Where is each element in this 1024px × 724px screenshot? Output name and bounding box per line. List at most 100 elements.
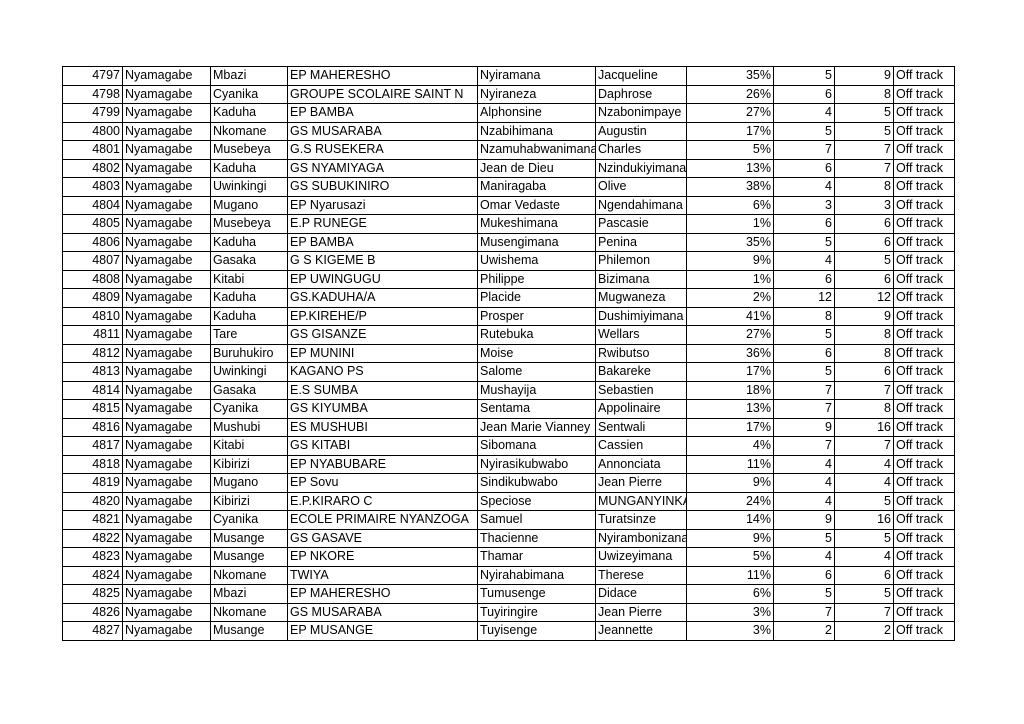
cell-row-id: 4810 xyxy=(62,306,123,326)
cell-school: GS NYAMIYAGA xyxy=(287,158,478,178)
cell-district: Nyamagabe xyxy=(122,325,211,345)
table-row: 4810 Nyamagabe Kaduha EP.KIREHE/P Prosper Dus… xyxy=(62,306,955,326)
cell-row-id: 4816 xyxy=(62,417,123,437)
cell-value-a: 9 xyxy=(773,510,835,530)
cell-row-id: 4811 xyxy=(62,325,123,345)
cell-row-id: 4805 xyxy=(62,214,123,234)
table-row: 4826 Nyamagabe Nkomane GS MUSARABA Tuyiringi… xyxy=(62,602,955,622)
cell-district: Nyamagabe xyxy=(122,436,211,456)
cell-percentage: 27% xyxy=(686,325,774,345)
cell-first-name: Nzabihimana xyxy=(477,121,596,141)
cell-last-name: Bakareke xyxy=(595,362,687,382)
table-row: 4809 Nyamagabe Kaduha GS.KADUHA/A Placide Mug… xyxy=(62,288,955,308)
cell-value-b: 6 xyxy=(834,214,894,234)
cell-last-name: Didace xyxy=(595,584,687,604)
cell-row-id: 4819 xyxy=(62,473,123,493)
cell-percentage: 18% xyxy=(686,380,774,400)
cell-school: EP.KIREHE/P xyxy=(287,306,478,326)
cell-value-b: 12 xyxy=(834,288,894,308)
cell-status: Off track xyxy=(893,214,955,234)
cell-sector: Kaduha xyxy=(210,232,288,252)
cell-row-id: 4825 xyxy=(62,584,123,604)
cell-district: Nyamagabe xyxy=(122,399,211,419)
cell-percentage: 35% xyxy=(686,66,774,86)
cell-district: Nyamagabe xyxy=(122,269,211,289)
cell-sector: Cyanika xyxy=(210,510,288,530)
cell-sector: Mushubi xyxy=(210,417,288,437)
cell-value-b: 8 xyxy=(834,177,894,197)
cell-first-name: Sindikubwabo xyxy=(477,473,596,493)
table-row: 4827 Nyamagabe Musange EP MUSANGE Tuyisenge J… xyxy=(62,621,955,641)
cell-sector: Buruhukiro xyxy=(210,343,288,363)
cell-status: Off track xyxy=(893,436,955,456)
cell-school: GS GASAVE xyxy=(287,528,478,548)
cell-last-name: Cassien xyxy=(595,436,687,456)
cell-percentage: 35% xyxy=(686,232,774,252)
table-row: 4801 Nyamagabe Musebeya G.S RUSEKERA Nzamuha… xyxy=(62,140,955,160)
cell-status: Off track xyxy=(893,417,955,437)
cell-first-name: Speciose xyxy=(477,491,596,511)
cell-district: Nyamagabe xyxy=(122,288,211,308)
cell-district: Nyamagabe xyxy=(122,473,211,493)
cell-district: Nyamagabe xyxy=(122,121,211,141)
cell-status: Off track xyxy=(893,399,955,419)
cell-last-name: Therese xyxy=(595,565,687,585)
cell-sector: Uwinkingi xyxy=(210,362,288,382)
data-table: 4797 Nyamagabe Mbazi EP MAHERESHO Nyiramana J… xyxy=(62,66,955,641)
table-row: 4825 Nyamagabe Mbazi EP MAHERESHO Tumusenge D… xyxy=(62,584,955,604)
cell-value-a: 7 xyxy=(773,380,835,400)
cell-district: Nyamagabe xyxy=(122,602,211,622)
cell-row-id: 4821 xyxy=(62,510,123,530)
cell-status: Off track xyxy=(893,269,955,289)
cell-value-a: 5 xyxy=(773,325,835,345)
cell-percentage: 5% xyxy=(686,547,774,567)
cell-value-b: 4 xyxy=(834,547,894,567)
table-row: 4817 Nyamagabe Kitabi GS KITABI Sibomana Cass… xyxy=(62,436,955,456)
cell-value-b: 8 xyxy=(834,325,894,345)
cell-value-a: 3 xyxy=(773,195,835,215)
table-row: 4816 Nyamagabe Mushubi ES MUSHUBI Jean Marie… xyxy=(62,417,955,437)
cell-school: EP BAMBA xyxy=(287,103,478,123)
cell-district: Nyamagabe xyxy=(122,214,211,234)
cell-last-name: Sebastien xyxy=(595,380,687,400)
cell-value-b: 6 xyxy=(834,269,894,289)
table-row: 4806 Nyamagabe Kaduha EP BAMBA Musengimana Pe… xyxy=(62,232,955,252)
cell-district: Nyamagabe xyxy=(122,510,211,530)
cell-first-name: Prosper xyxy=(477,306,596,326)
cell-district: Nyamagabe xyxy=(122,251,211,271)
cell-school: G S KIGEME B xyxy=(287,251,478,271)
table-row: 4807 Nyamagabe Gasaka G S KIGEME B Uwishema P… xyxy=(62,251,955,271)
cell-school: GS KITABI xyxy=(287,436,478,456)
cell-status: Off track xyxy=(893,362,955,382)
cell-percentage: 6% xyxy=(686,584,774,604)
cell-percentage: 13% xyxy=(686,399,774,419)
cell-school: TWIYA xyxy=(287,565,478,585)
cell-last-name: MUNGANYINKA xyxy=(595,491,687,511)
cell-last-name: Philemon xyxy=(595,251,687,271)
cell-first-name: Nyirahabimana xyxy=(477,565,596,585)
cell-first-name: Nyiramana xyxy=(477,66,596,86)
cell-status: Off track xyxy=(893,121,955,141)
table-body: 4797 Nyamagabe Mbazi EP MAHERESHO Nyiramana J… xyxy=(62,66,955,641)
cell-value-a: 5 xyxy=(773,121,835,141)
cell-status: Off track xyxy=(893,602,955,622)
table-row: 4799 Nyamagabe Kaduha EP BAMBA Alphonsine Nza… xyxy=(62,103,955,123)
cell-first-name: Thacienne xyxy=(477,528,596,548)
cell-status: Off track xyxy=(893,510,955,530)
cell-status: Off track xyxy=(893,177,955,197)
table-row: 4824 Nyamagabe Nkomane TWIYA Nyirahabimana Th… xyxy=(62,565,955,585)
table-row: 4815 Nyamagabe Cyanika GS KIYUMBA Sentama App… xyxy=(62,399,955,419)
cell-sector: Musebeya xyxy=(210,140,288,160)
cell-percentage: 3% xyxy=(686,621,774,641)
cell-row-id: 4799 xyxy=(62,103,123,123)
cell-district: Nyamagabe xyxy=(122,177,211,197)
cell-district: Nyamagabe xyxy=(122,158,211,178)
cell-row-id: 4822 xyxy=(62,528,123,548)
table-row: 4803 Nyamagabe Uwinkingi GS SUBUKINIRO Manir… xyxy=(62,177,955,197)
cell-school: GS GISANZE xyxy=(287,325,478,345)
cell-value-b: 5 xyxy=(834,584,894,604)
cell-percentage: 3% xyxy=(686,602,774,622)
cell-value-a: 7 xyxy=(773,436,835,456)
cell-last-name: Jean Pierre xyxy=(595,473,687,493)
cell-value-a: 4 xyxy=(773,547,835,567)
